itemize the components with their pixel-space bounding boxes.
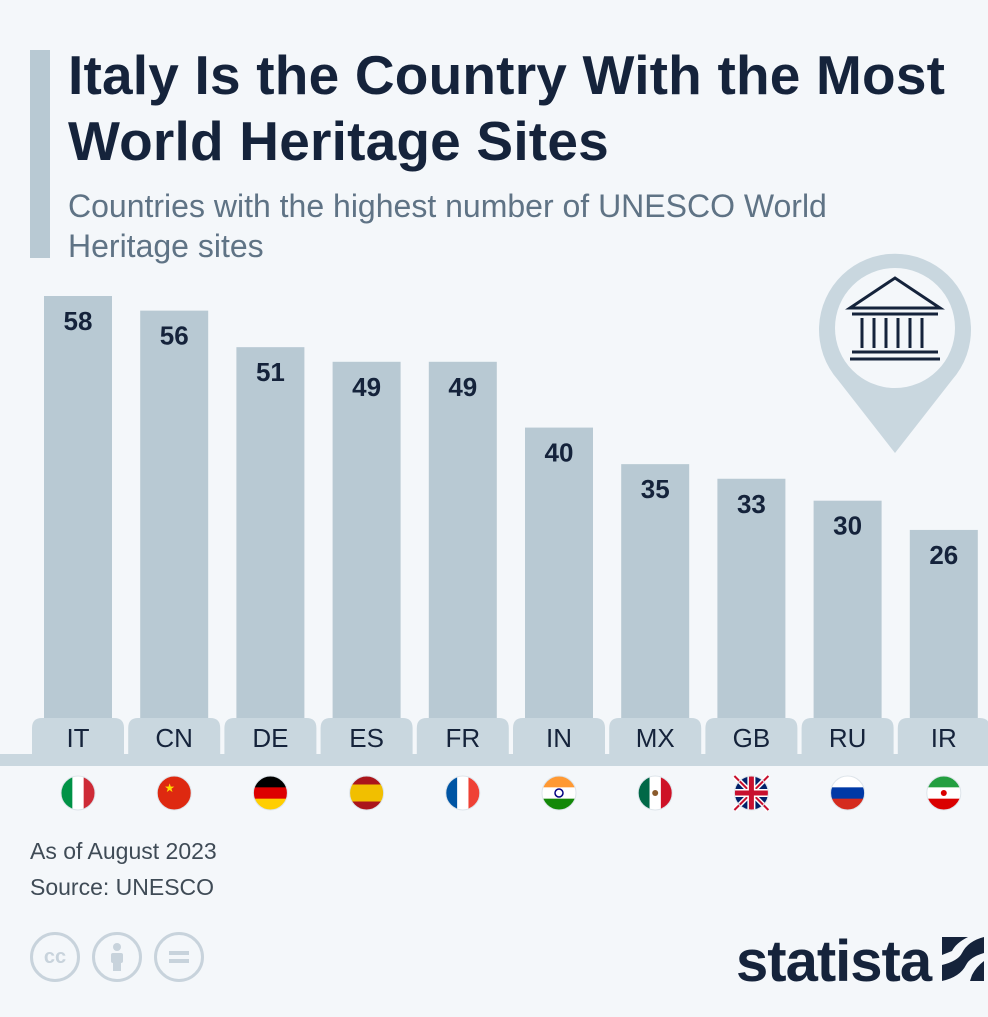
bar-ES [332,361,401,720]
cc-icon[interactable]: cc [30,932,80,982]
statista-logo-icon[interactable] [940,933,986,983]
data-label: 33 [737,489,766,519]
data-label: 51 [256,357,285,387]
monument-pin-icon [819,253,971,453]
category-tab [705,718,798,754]
data-label: 26 [929,540,958,570]
bar-IR [909,529,978,720]
bar-IN [525,427,593,720]
tick-label: IT [66,723,89,753]
tick-label: DE [252,723,288,753]
page-title: Italy Is the Country With the Most World… [68,44,946,172]
page-subtitle: Countries with the highest number of UNE… [68,188,827,264]
flag-IR-icon [926,775,962,811]
source-note: Source: UNESCO [30,874,215,900]
flag-ES-icon [349,775,385,811]
data-label: 30 [833,511,862,541]
flag-MX-icon [637,775,673,811]
data-label: 58 [64,306,93,336]
tick-label: FR [445,723,480,753]
data-label: 49 [352,372,381,402]
bar-CN [140,310,209,720]
chart-baseline [0,754,988,766]
category-tab [416,718,509,754]
tick-label: IR [931,723,957,753]
title-accent-bar [30,50,50,258]
bar-IT [44,296,112,720]
category-tab [513,718,605,754]
category-tab [224,718,317,754]
category-tab [897,718,988,754]
category-tab [609,718,702,754]
category-tab [128,718,221,754]
data-label: 56 [160,321,189,351]
no-derivatives-icon[interactable] [154,932,204,982]
bar-GB [717,478,786,720]
data-label: 40 [545,438,574,468]
svg-text:★: ★ [164,781,175,795]
bar-MX [621,464,690,720]
data-label: 35 [641,474,670,504]
tick-label: MX [636,723,675,753]
bar-DE [236,347,305,720]
tick-label: RU [829,723,867,753]
category-tab [320,718,413,754]
tick-label: GB [733,723,771,753]
flag-CN-icon: ★ [156,775,192,811]
date-note: As of August 2023 [30,838,217,864]
category-tab [32,718,124,754]
license-icons: cc [30,932,204,982]
flag-FR-icon [445,775,481,811]
tick-label: IN [546,723,572,753]
category-tab [801,718,894,754]
tick-label: ES [349,723,384,753]
data-label: 49 [448,372,477,402]
tick-label: CN [155,723,193,753]
flag-IT-icon [60,775,96,811]
flag-GB-icon [732,774,771,812]
bar-FR [428,361,497,720]
attribution-icon[interactable] [92,932,142,982]
flag-RU-icon [830,775,866,811]
bar-RU [813,500,882,720]
brand-wordmark[interactable]: statista [736,929,932,994]
flag-IN-icon [541,775,577,811]
flag-DE-icon [252,775,288,811]
